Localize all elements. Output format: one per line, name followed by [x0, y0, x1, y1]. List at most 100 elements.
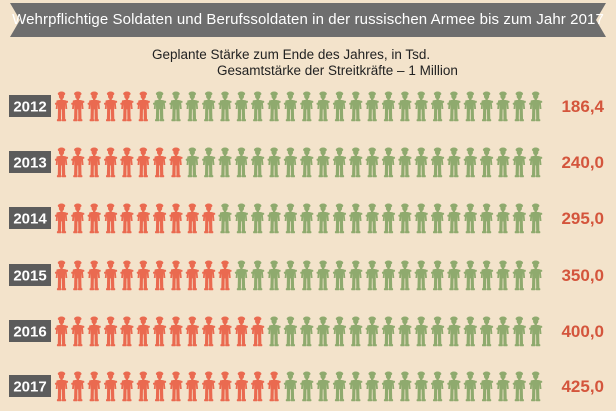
soldier-icon-conscript: [332, 316, 347, 347]
soldier-icon-conscript: [479, 371, 494, 402]
soldier-icon-professional: [120, 260, 134, 291]
soldier-icon-conscript: [447, 316, 461, 347]
soldier-icon-professional: [54, 147, 69, 178]
total-strength-note: Gesamtstärke der Streitkräfte – 1 Millio…: [217, 63, 458, 78]
year-label-box: [9, 95, 51, 117]
soldier-icon-conscript: [300, 147, 314, 178]
soldier-icon-conscript: [283, 316, 298, 347]
soldier-icon-conscript: [381, 147, 396, 178]
soldier-icon-professional: [185, 371, 200, 402]
soldier-icon-conscript: [283, 203, 298, 234]
soldier-icon-professional: [152, 203, 167, 234]
soldier-icon-conscript: [479, 203, 494, 234]
soldier-icon-professional: [87, 260, 101, 291]
soldier-icon-conscript: [496, 147, 510, 178]
soldier-icon-conscript: [332, 260, 347, 291]
soldier-icon-professional: [103, 91, 118, 122]
soldier-icon-professional: [103, 203, 118, 234]
soldier-icon-conscript: [463, 260, 478, 291]
soldier-icon-professional: [54, 316, 69, 347]
soldier-icon-conscript: [479, 147, 494, 178]
soldier-icon-conscript: [430, 203, 445, 234]
soldier-icon-professional: [136, 316, 151, 347]
soldier-icon-conscript: [512, 147, 527, 178]
value-label: 240,0: [561, 153, 604, 172]
soldier-icon-conscript: [218, 147, 232, 178]
soldier-icon-professional: [169, 371, 183, 402]
soldier-icon-conscript: [398, 371, 412, 402]
soldier-icon-professional: [87, 91, 101, 122]
soldier-icon-professional: [103, 260, 118, 291]
soldier-icon-professional: [250, 316, 265, 347]
soldier-icon-conscript: [430, 371, 445, 402]
soldier-icon-conscript: [332, 371, 347, 402]
soldier-icon-conscript: [267, 316, 281, 347]
soldier-icon-conscript: [316, 91, 330, 122]
soldier-icon-conscript: [463, 371, 478, 402]
soldier-icon-conscript: [152, 91, 167, 122]
soldier-icon-conscript: [430, 260, 445, 291]
soldier-icon-conscript: [300, 371, 314, 402]
soldier-icon-professional: [185, 260, 200, 291]
year-row-2012: 2012 186,4: [9, 91, 605, 122]
soldier-icon-conscript: [349, 203, 363, 234]
soldier-icon-conscript: [496, 91, 510, 122]
soldier-icon-conscript: [512, 260, 527, 291]
soldier-icon-professional: [136, 91, 151, 122]
soldier-icon-professional: [103, 147, 118, 178]
soldier-icon-conscript: [332, 91, 347, 122]
soldier-icon-conscript: [496, 260, 510, 291]
soldier-icon-conscript: [267, 203, 281, 234]
soldier-icon-conscript: [398, 147, 412, 178]
soldier-icon-conscript: [528, 371, 543, 402]
year-row-2016: 2016 400,0: [9, 316, 604, 347]
soldier-icon-conscript: [381, 316, 396, 347]
soldier-icon-conscript: [316, 147, 330, 178]
soldier-icon-conscript: [496, 316, 510, 347]
soldier-icon-conscript: [316, 203, 330, 234]
soldier-icon-conscript: [528, 91, 543, 122]
soldier-icon-conscript: [398, 91, 412, 122]
soldier-icon-professional: [54, 203, 69, 234]
soldier-icon-conscript: [169, 91, 183, 122]
soldier-icon-conscript: [414, 91, 428, 122]
soldier-icon-conscript: [512, 91, 527, 122]
soldier-icon-conscript: [316, 371, 330, 402]
soldier-icon-conscript: [463, 203, 478, 234]
soldier-icon-conscript: [201, 147, 216, 178]
soldier-icon-conscript: [283, 147, 298, 178]
soldier-icon-conscript: [267, 91, 281, 122]
soldier-icon-conscript: [479, 91, 494, 122]
soldier-icon-conscript: [300, 203, 314, 234]
soldier-icon-conscript: [332, 147, 347, 178]
value-label: 186,4: [561, 97, 604, 116]
soldier-icon-professional: [185, 316, 200, 347]
year-label: 2012: [13, 99, 46, 116]
soldier-icon-professional: [71, 147, 85, 178]
chart-subtitle: Geplante Stärke zum Ende des Jahres, in …: [152, 47, 431, 62]
soldier-icon-professional: [185, 203, 200, 234]
soldier-icon-professional: [201, 371, 216, 402]
soldier-icon-conscript: [447, 91, 461, 122]
soldier-icon-professional: [201, 203, 216, 234]
soldier-icon-professional: [71, 371, 85, 402]
soldier-icon-professional: [87, 316, 101, 347]
soldier-icon-conscript: [414, 316, 428, 347]
soldier-icon-professional: [218, 371, 232, 402]
value-label: 295,0: [561, 209, 604, 228]
soldier-icon-professional: [71, 91, 85, 122]
year-row-2017: 2017 425,0: [9, 371, 604, 402]
soldier-icon-conscript: [218, 91, 232, 122]
soldier-icon-conscript: [250, 260, 265, 291]
soldier-icon-professional: [136, 147, 151, 178]
year-label-box: [9, 375, 51, 397]
soldier-icon-conscript: [447, 203, 461, 234]
soldier-icon-professional: [103, 316, 118, 347]
soldier-icon-conscript: [414, 203, 428, 234]
soldier-icon-conscript: [365, 203, 379, 234]
year-row-2014: 2014 295,0: [9, 203, 604, 234]
soldier-icon-conscript: [365, 316, 379, 347]
soldier-icon-professional: [234, 371, 249, 402]
soldier-icon-professional: [54, 260, 69, 291]
